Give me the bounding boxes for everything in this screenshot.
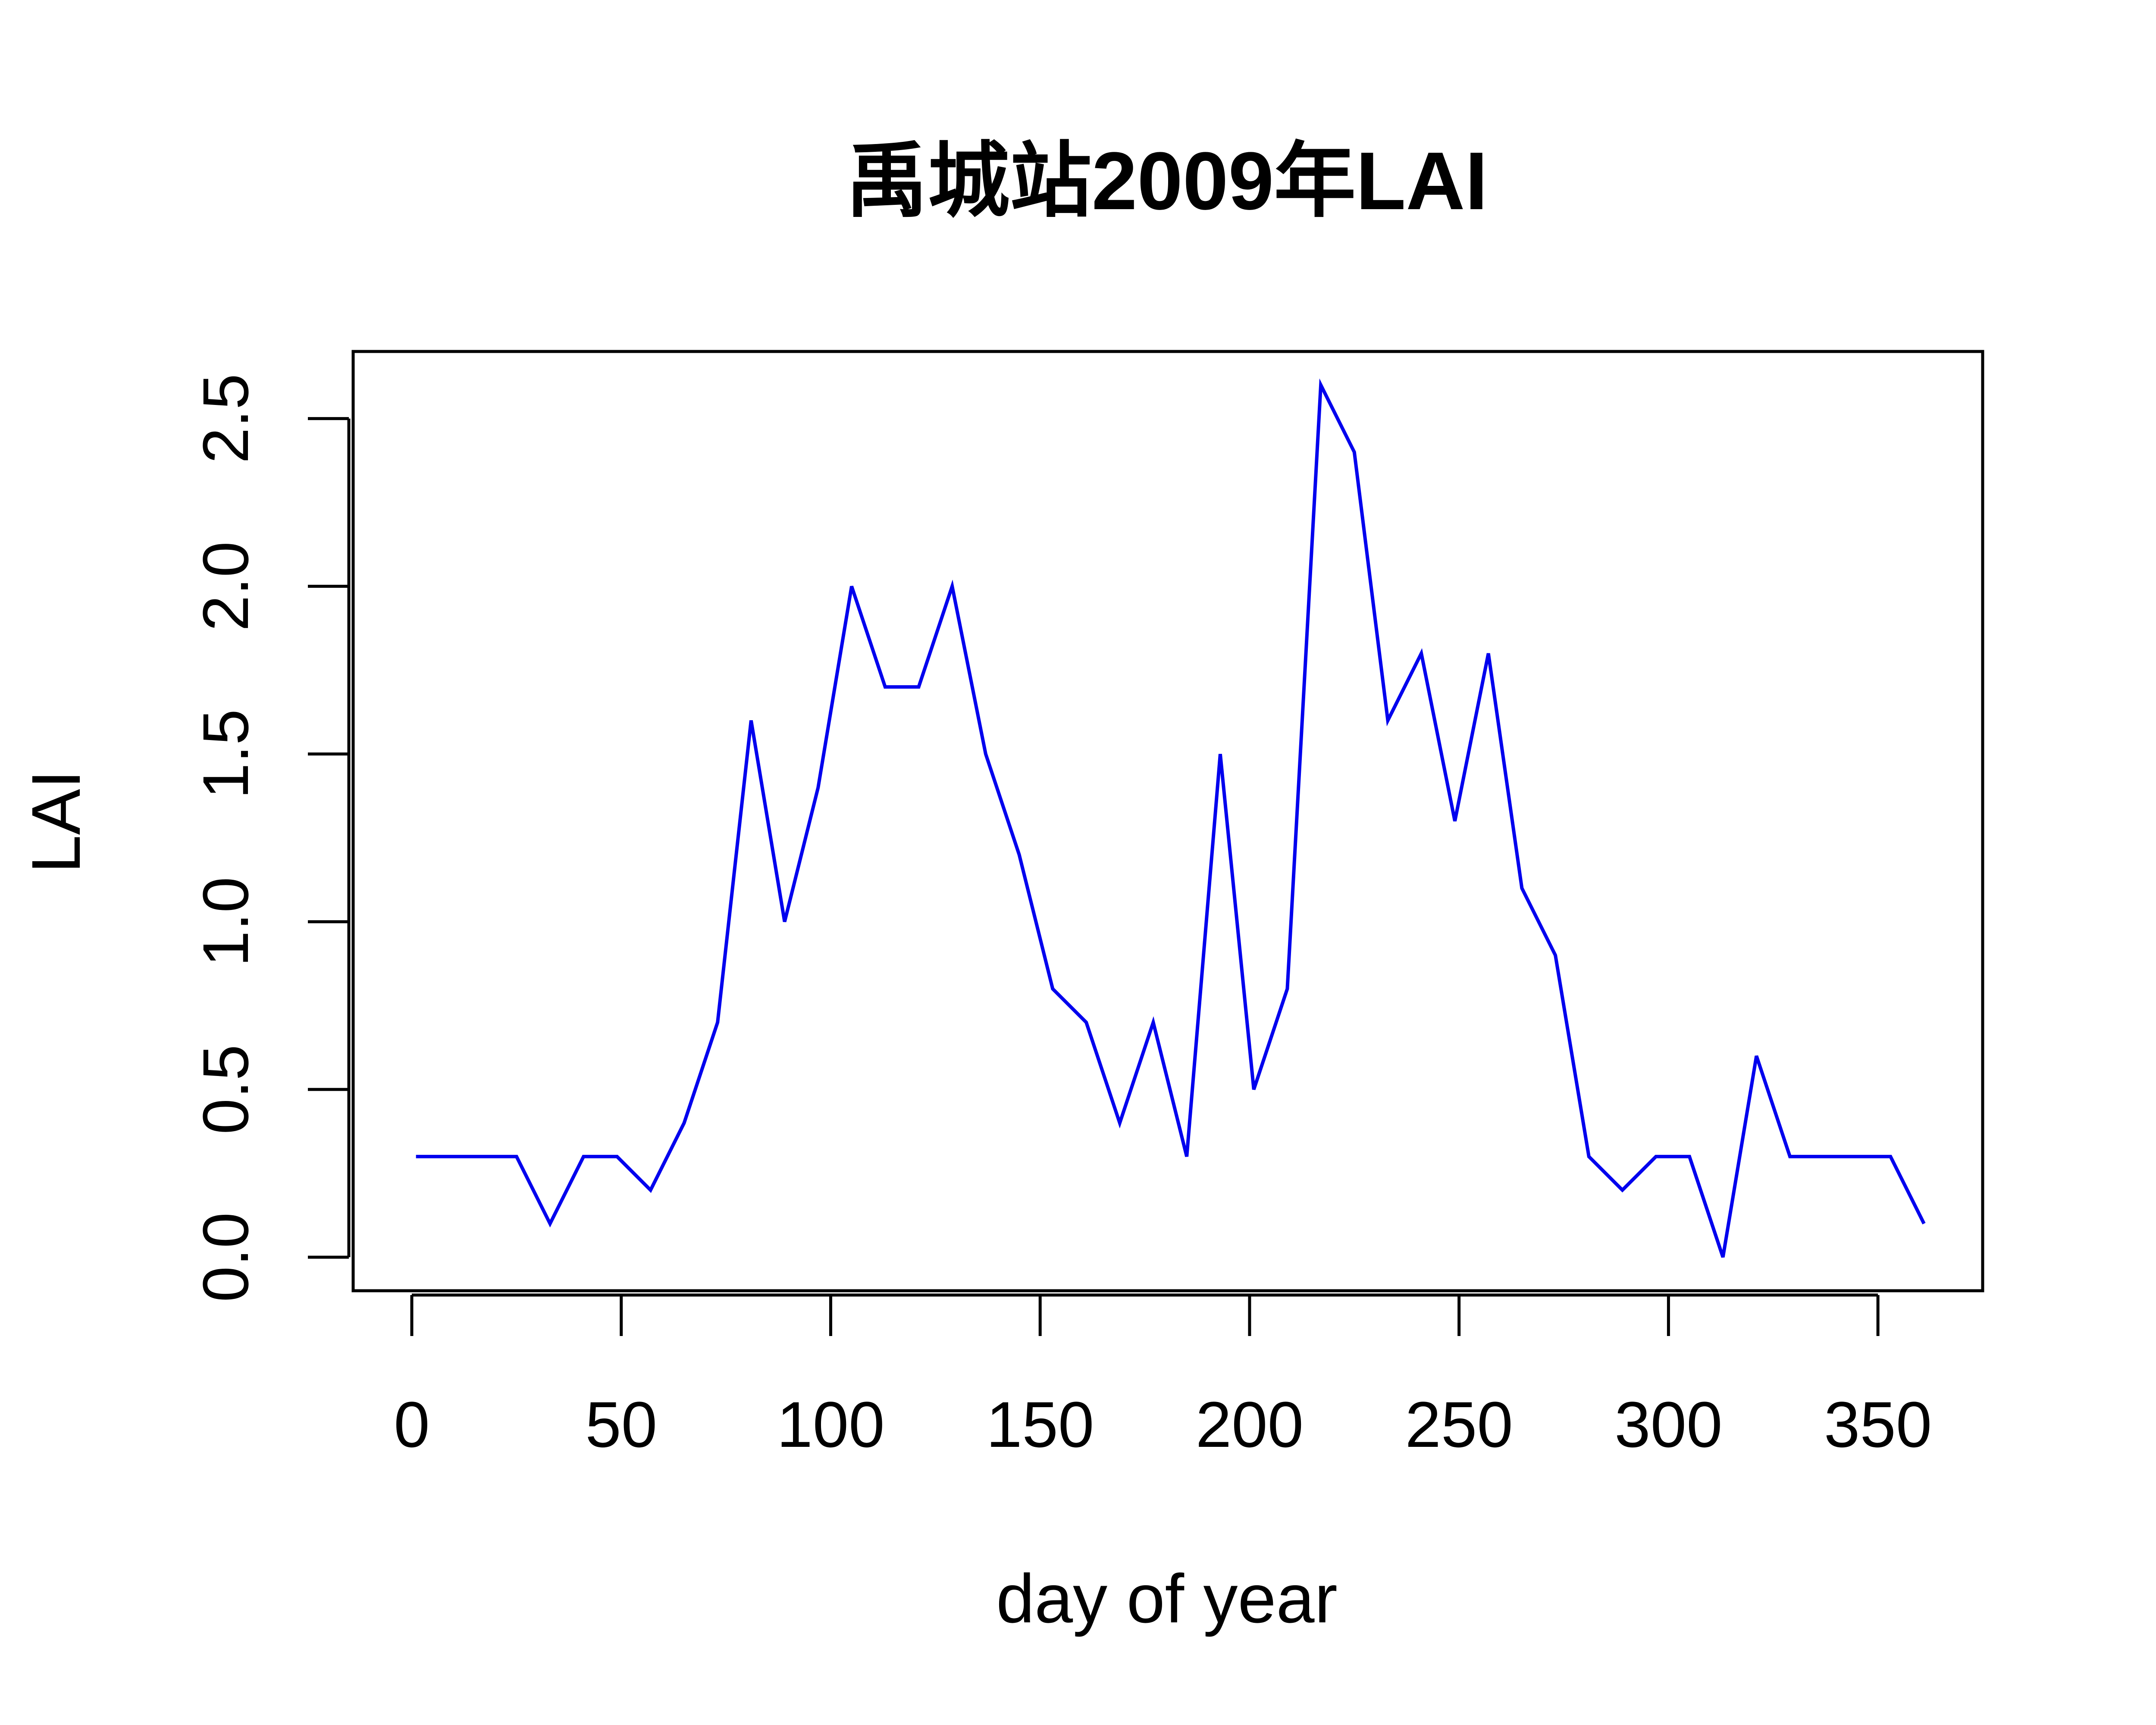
x-tick-label: 200 [1196,1388,1304,1461]
y-axis-label: LAI [17,770,94,873]
x-axis-label: day of year [996,1560,1338,1637]
y-tick-label: 1.5 [189,709,262,799]
x-tick-label: 350 [1824,1388,1932,1461]
y-tick-label: 2.5 [189,373,262,464]
x-tick-label: 300 [1614,1388,1722,1461]
lai-series-line [416,378,1926,1258]
y-tick-label: 0.0 [189,1212,262,1302]
x-tick-label: 50 [585,1388,657,1461]
x-tick-label: 0 [394,1388,429,1461]
series-layer [416,378,1926,1258]
x-axis: 0 50 100 150 200 250 300 350 [394,1293,1932,1461]
y-tick-label: 1.0 [189,877,262,967]
x-tick-label: 150 [986,1388,1094,1461]
x-tick-label: 100 [777,1388,884,1461]
y-tick-label: 0.5 [189,1044,262,1135]
chart-title: 禹城站2009年LAI [846,135,1488,227]
plot-frame [351,350,1984,1292]
y-tick-label: 2.0 [189,541,262,631]
x-tick-label: 250 [1405,1388,1513,1461]
y-axis: 0.0 0.5 1.0 1.5 2.0 2.5 [189,373,351,1302]
